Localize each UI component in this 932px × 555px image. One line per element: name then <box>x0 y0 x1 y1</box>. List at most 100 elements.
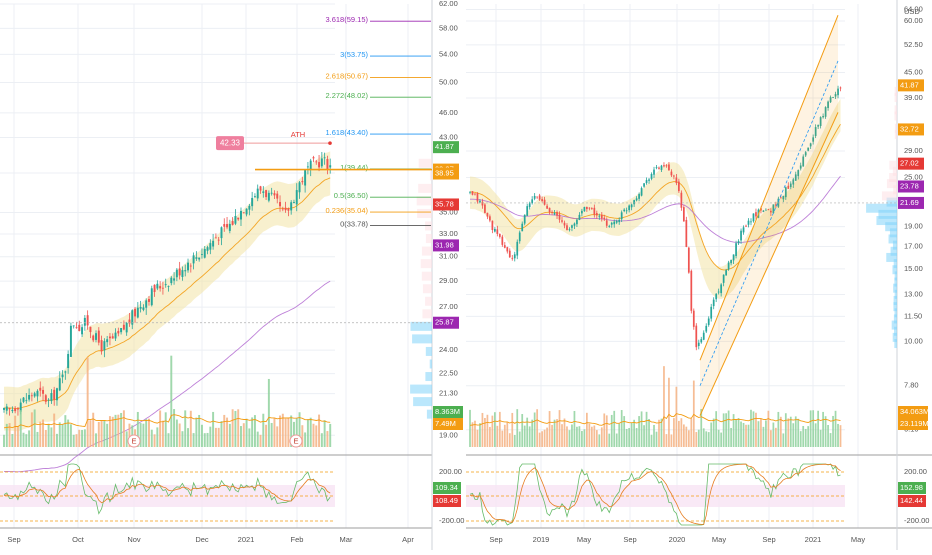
candle-body <box>501 236 504 245</box>
candle-body <box>214 237 217 239</box>
volume-bar <box>170 355 173 447</box>
volume-profile-bar <box>893 283 897 293</box>
volume-bar <box>312 423 315 447</box>
volume-bar <box>86 357 89 447</box>
price-axis-label: 62.00 <box>439 0 458 8</box>
oscillator-zone <box>466 485 845 507</box>
candle-body <box>489 216 491 221</box>
volume-bar <box>583 429 586 447</box>
candle-body <box>220 227 223 239</box>
candle-body <box>217 239 220 241</box>
volume-bar <box>69 424 72 447</box>
candle-body <box>200 254 203 255</box>
volume-bar <box>668 377 670 447</box>
candle-body <box>730 259 732 264</box>
candle-body <box>47 399 50 401</box>
time-axis-label: Apr <box>402 535 414 544</box>
oscillator-value-tag <box>433 495 461 507</box>
candle-body <box>203 249 206 258</box>
volume-profile-bar <box>894 93 897 103</box>
volume-bar <box>178 423 181 447</box>
price-axis-label: 33.00 <box>439 229 458 238</box>
candle-body <box>593 207 596 215</box>
candle-body <box>148 299 150 302</box>
volume-profile-bar <box>894 308 897 318</box>
oscillator-value-tag <box>898 482 926 494</box>
oscillator-axis-label: 200.00 <box>439 467 462 476</box>
volume-bar <box>797 418 800 447</box>
volume-bar <box>620 410 623 447</box>
volume-bar <box>161 420 164 447</box>
candle-body <box>690 270 693 311</box>
volume-bar <box>608 433 611 447</box>
candle-body <box>295 190 298 205</box>
candle-body <box>581 210 583 214</box>
volume-bar <box>822 411 824 447</box>
volume-bar <box>685 426 688 447</box>
volume-bar <box>120 412 123 447</box>
volume-profile-bar <box>866 203 897 213</box>
candle-body <box>11 409 14 412</box>
volume-profile-bar <box>894 105 897 115</box>
volume-bar <box>217 427 220 447</box>
candle-body <box>834 94 837 97</box>
volume-bar <box>326 431 329 447</box>
candle-body <box>623 209 626 212</box>
volume-bar <box>625 428 628 447</box>
fib-level-label: 0(33.78) <box>340 219 368 228</box>
time-axis-label: Oct <box>72 535 85 544</box>
volume-bar <box>770 430 772 447</box>
volume-bar <box>270 422 273 447</box>
ath-value-tag <box>216 136 244 151</box>
candle-body <box>755 212 757 217</box>
volume-value-tag <box>898 418 928 430</box>
oscillator-signal-line <box>3 468 331 504</box>
volume-bar <box>481 412 484 447</box>
volume-bar <box>767 410 770 447</box>
volume-moving-average <box>469 413 841 426</box>
time-axis-label: 2020 <box>669 535 686 544</box>
candle-body <box>605 220 608 226</box>
volume-bar <box>273 417 276 447</box>
candle-body <box>779 197 782 199</box>
candle-body <box>187 262 189 271</box>
candle-body <box>603 217 606 220</box>
volume-bar <box>501 430 504 447</box>
volume-bar <box>837 423 839 447</box>
volume-bar <box>139 423 142 447</box>
volume-bar <box>22 432 25 447</box>
volume-bar <box>503 424 506 447</box>
volume-bar <box>153 434 156 447</box>
volume-bar <box>214 427 217 447</box>
earnings-marker <box>289 434 303 448</box>
volume-bar <box>284 418 287 447</box>
volume-bar <box>292 421 295 447</box>
candle-body <box>256 188 259 199</box>
ath-label: ATH <box>291 130 305 139</box>
volume-bar <box>50 427 53 447</box>
volume-profile-bar <box>886 197 897 207</box>
volume-bar <box>717 429 720 447</box>
volume-bar <box>39 421 42 447</box>
candle-body <box>128 319 131 324</box>
candle-body <box>89 326 92 333</box>
oscillator-value-text: 152.98 <box>900 483 923 492</box>
candle-body <box>476 193 479 202</box>
candle-body <box>267 192 270 201</box>
volume-bar <box>253 415 256 447</box>
price-axis-label: 13.00 <box>904 289 923 298</box>
price-axis-label: 50.00 <box>439 77 458 86</box>
price-value-tag <box>898 79 924 92</box>
volume-bar <box>834 410 837 447</box>
volume-bar <box>787 418 790 447</box>
volume-profile-bar <box>890 246 897 256</box>
volume-bar <box>633 419 635 447</box>
candle-body <box>829 97 832 103</box>
candle-body <box>248 205 251 210</box>
moving-average-fast <box>469 123 841 271</box>
volume-bar <box>576 426 578 447</box>
candle-body <box>276 193 279 199</box>
candle-body <box>673 175 675 177</box>
volume-bar <box>561 424 563 447</box>
